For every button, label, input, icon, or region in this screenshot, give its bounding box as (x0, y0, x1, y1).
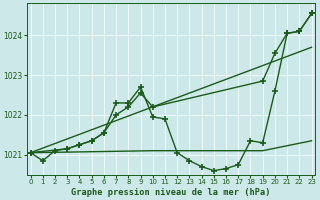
X-axis label: Graphe pression niveau de la mer (hPa): Graphe pression niveau de la mer (hPa) (71, 188, 271, 197)
